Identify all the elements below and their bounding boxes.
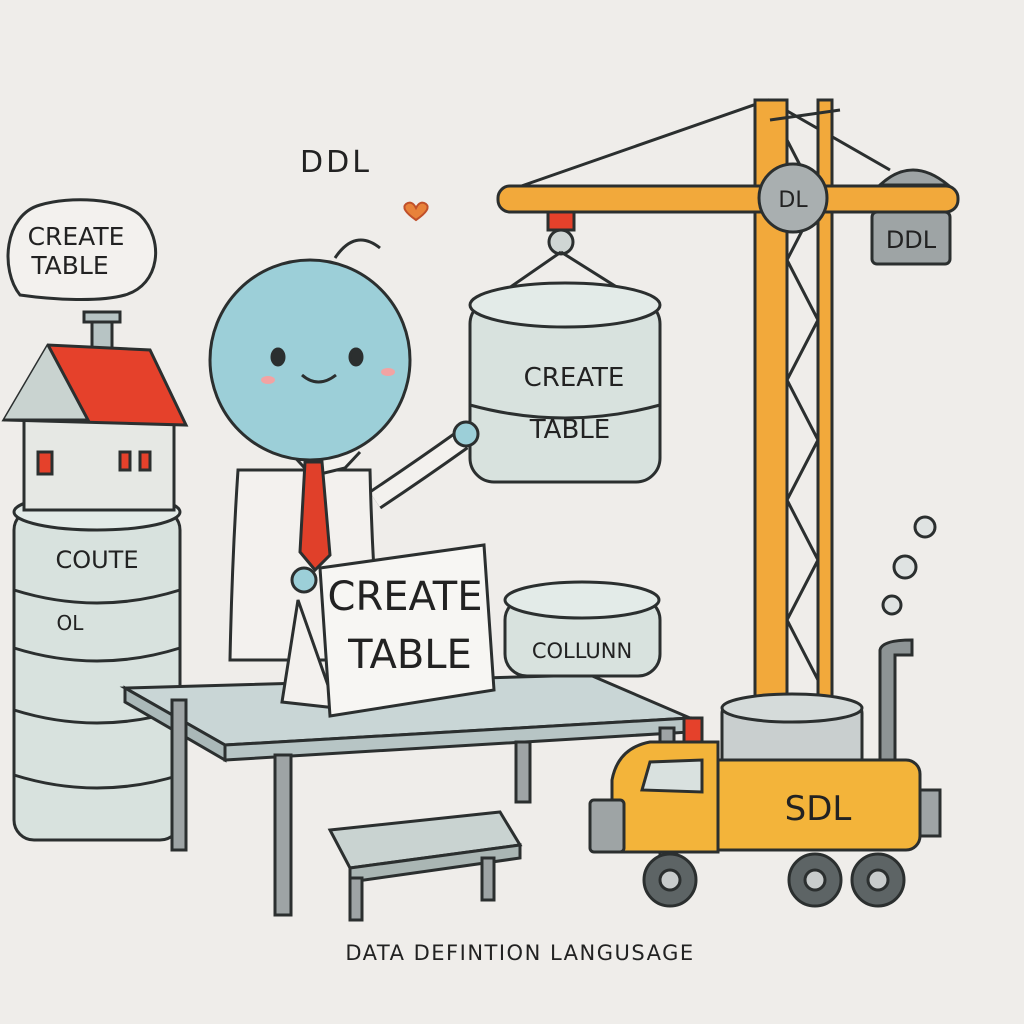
title-ddl: DDL [300,145,372,180]
speech-bubble-line2: TABLE [30,251,108,280]
truck-icon: SDL [588,515,942,908]
bench-icon [327,810,523,922]
truck-label: SDL [785,789,852,829]
column-label: COLLUNN [532,639,632,663]
hanging-cylinder: CREATE TABLE [468,250,662,484]
stack-label-line1: COUTE [55,546,138,574]
heart-icon [403,201,429,222]
hanging-label-line1: CREATE [524,363,625,393]
house-icon [1,310,189,512]
caption: DATA DEFINTION LANGUSAGE [345,941,694,965]
crane-weight-label: DDL [886,226,937,254]
cylinder-stack: COUTE OL [12,492,182,842]
character [208,238,480,662]
crane-hub-label: DL [778,188,808,213]
sign-label-line1: CREATE [328,574,483,620]
create-table-sign: CREATE TABLE [280,543,496,718]
column-cylinder: COLLUNN [503,580,662,678]
speech-bubble: CREATE TABLE [6,198,157,302]
hanging-label-line2: TABLE [529,415,610,445]
sign-label-line2: TABLE [347,632,472,678]
table [119,673,692,917]
stack-label-line2: OL [57,611,85,635]
speech-bubble-line1: CREATE [28,222,125,251]
